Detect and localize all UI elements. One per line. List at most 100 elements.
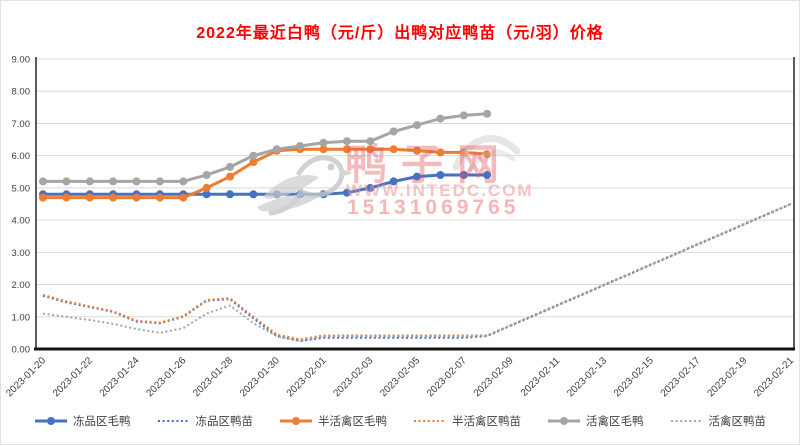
series-marker <box>226 162 234 171</box>
series-marker <box>483 150 492 159</box>
series-marker <box>483 109 492 118</box>
series-marker <box>459 148 468 157</box>
series-marker <box>366 145 375 154</box>
series-marker <box>296 190 305 199</box>
x-axis-tick-label: 2023-01-20 <box>4 355 48 399</box>
x-axis-tick-label: 2023-02-19 <box>705 355 749 399</box>
series-line-活禽区鸭苗 <box>42 203 792 342</box>
series-marker <box>179 177 188 186</box>
y-axis-tick-label: 3.00 <box>12 248 31 259</box>
series-marker <box>249 151 258 160</box>
series-marker <box>459 171 468 179</box>
series-marker <box>62 177 71 186</box>
series-marker <box>342 145 351 154</box>
x-axis-tick-label: 2023-02-07 <box>425 355 469 399</box>
series-marker <box>39 177 47 186</box>
series-marker <box>85 193 94 202</box>
series-marker <box>342 188 351 197</box>
series-marker <box>226 190 234 199</box>
legend-label: 半活禽区毛鸭 <box>318 416 387 428</box>
legend-item-半活禽区毛鸭: 半活禽区毛鸭 <box>279 413 387 429</box>
series-marker <box>179 193 188 202</box>
series-marker <box>459 111 468 120</box>
series-marker <box>85 177 94 186</box>
series-marker <box>202 183 211 192</box>
chart-title: 2022年最近白鸭（元/斤）出鸭对应鸭苗（元/羽）价格 <box>196 25 604 42</box>
series-marker <box>109 193 118 202</box>
series-marker <box>413 121 421 130</box>
series-marker <box>296 142 305 150</box>
series-marker <box>389 177 398 186</box>
x-axis-tick-label: 2023-01-22 <box>51 355 95 399</box>
series-marker <box>249 158 258 167</box>
series-line-冻品区鸭苗 <box>42 203 792 342</box>
legend-label: 冻品区毛鸭 <box>73 416 131 428</box>
x-axis-tick-label: 2023-02-17 <box>659 355 703 399</box>
y-axis-tick-label: 5.00 <box>12 183 31 194</box>
series-marker <box>132 193 141 202</box>
series-marker <box>109 177 118 186</box>
series-marker <box>155 177 164 186</box>
legend-item-冻品区毛鸭: 冻品区毛鸭 <box>34 413 131 429</box>
x-axis-tick-label: 2023-02-13 <box>565 355 609 399</box>
series-marker <box>319 138 328 147</box>
x-axis-tick-label: 2023-01-26 <box>144 355 188 399</box>
legend-item-半活禽区鸭苗: 半活禽区鸭苗 <box>413 413 521 429</box>
series-marker <box>39 193 47 202</box>
series-marker <box>436 171 445 179</box>
legend-line-marker-icon <box>35 417 67 425</box>
chart-legend: 冻品区毛鸭 冻品区鸭苗 半活禽区毛鸭 半活禽区鸭苗 活禽区毛鸭 活禽区鸭苗 <box>1 413 799 429</box>
x-axis-tick-label: 2023-02-15 <box>612 355 656 399</box>
x-axis-tick-label: 2023-02-01 <box>285 355 329 399</box>
legend-label: 活禽区鸭苗 <box>708 416 767 428</box>
series-line-半活禽区毛鸭 <box>43 147 488 200</box>
y-axis-tick-label: 8.00 <box>12 87 31 98</box>
series-marker <box>366 137 375 146</box>
series-marker <box>389 127 398 136</box>
legend-item-活禽区鸭苗: 活禽区鸭苗 <box>670 413 767 429</box>
series-marker <box>226 172 234 181</box>
y-axis-tick-label: 7.00 <box>12 119 31 130</box>
x-axis-tick-label: 2023-02-03 <box>331 355 375 399</box>
x-axis-tick-label: 2023-02-09 <box>472 355 516 399</box>
series-marker <box>272 190 281 199</box>
series-marker <box>249 190 258 199</box>
x-axis-tick-label: 2023-02-11 <box>519 355 563 399</box>
series-marker <box>436 148 445 157</box>
series-marker <box>436 114 445 123</box>
series-marker <box>132 177 141 186</box>
legend-line-marker-icon <box>280 417 312 425</box>
series-marker <box>202 171 211 179</box>
x-axis-tick-label: 2023-02-05 <box>378 355 422 399</box>
series-marker <box>366 183 375 192</box>
y-axis-tick-label: 6.00 <box>12 151 31 162</box>
series-marker <box>155 193 164 202</box>
series-marker <box>319 145 328 154</box>
series-marker <box>413 146 421 155</box>
legend-item-活禽区毛鸭: 活禽区毛鸭 <box>547 413 644 429</box>
series-marker <box>413 172 421 181</box>
series-marker <box>202 190 211 199</box>
y-axis-tick-label: 0.00 <box>12 345 31 356</box>
legend-label: 半活禽区鸭苗 <box>452 416 521 428</box>
series-marker <box>342 137 351 146</box>
x-axis-tick-label: 2023-01-28 <box>191 355 235 399</box>
y-axis-tick-label: 4.00 <box>12 216 31 227</box>
legend-label: 冻品区鸭苗 <box>195 416 254 428</box>
legend-dotted-line-icon <box>414 420 446 422</box>
series-marker <box>319 190 328 199</box>
x-axis-tick-label: 2023-01-24 <box>98 355 142 399</box>
legend-line-marker-icon <box>548 417 580 425</box>
series-marker <box>389 145 398 154</box>
price-line-chart: 0.00 1.00 2.00 3.00 4.00 5.00 6.00 7.00 8.00 9.00… <box>4 55 796 400</box>
y-axis-tick-label: 1.00 <box>12 312 31 323</box>
legend-dotted-line-icon <box>670 420 703 422</box>
x-axis-tick-label: 2023-02-21 <box>752 355 796 399</box>
y-axis-tick-label: 9.00 <box>12 55 31 66</box>
legend-dotted-line-icon <box>157 420 190 422</box>
legend-item-冻品区鸭苗: 冻品区鸭苗 <box>157 413 254 429</box>
series-line-半活禽区鸭苗 <box>42 203 792 341</box>
series-marker <box>272 145 281 154</box>
series-marker <box>62 193 71 202</box>
